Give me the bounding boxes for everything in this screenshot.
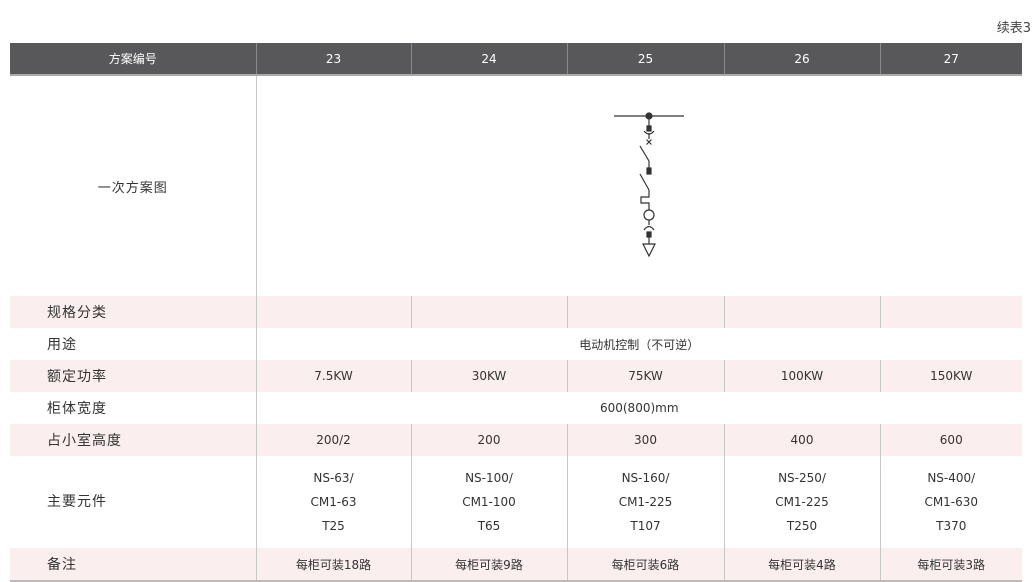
diagram-row: 一次方案图 xyxy=(10,75,1022,296)
header-row: 方案编号 23 24 25 26 27 xyxy=(10,43,1022,76)
row-label: 主要元件 xyxy=(47,494,107,510)
cell xyxy=(255,296,411,328)
single-line-diagram xyxy=(613,112,684,258)
cell: 400 xyxy=(723,424,880,456)
cell: 75KW xyxy=(566,360,724,392)
power-row: 额定功率 7.5KW 30KW 75KW 100KW 150KW xyxy=(10,360,1022,392)
cell: 每柜可装4路 xyxy=(723,548,880,582)
plug-contact-icon xyxy=(645,231,652,238)
plug-socket-icon xyxy=(643,225,654,231)
cell xyxy=(879,296,1022,328)
scheme-table: 方案编号 23 24 25 26 27 一次方案图 xyxy=(10,43,1022,582)
cell xyxy=(723,296,880,328)
row-label: 规格分类 xyxy=(10,296,256,328)
component-line: CM1-225 xyxy=(775,495,829,509)
cell: 每柜可装18路 xyxy=(255,548,411,582)
component-line: NS-400/ xyxy=(927,471,976,485)
cell: NS-63/CM1-63 T25 xyxy=(255,456,411,548)
breaker-x-icon xyxy=(645,139,652,145)
cell: 每柜可装6路 xyxy=(566,548,724,582)
remarks-row: 备注 每柜可装18路 每柜可装9路 每柜可装6路 每柜可装4路 每柜可装3路 xyxy=(10,548,1022,582)
breaker-blade xyxy=(638,145,650,162)
component-line: CM1-630 xyxy=(924,495,979,509)
spec-row: 规格分类 xyxy=(10,296,1022,328)
cell: NS-160/CM1-225 T107 xyxy=(566,456,724,548)
cell: 600 xyxy=(879,424,1022,456)
cell: 200/2 xyxy=(255,424,411,456)
row-label: 备注 xyxy=(10,548,256,582)
scheme-number: 27 xyxy=(879,43,1022,76)
component-line: T250 xyxy=(786,519,818,533)
scheme-number: 26 xyxy=(723,43,880,76)
scheme-number: 25 xyxy=(566,43,724,76)
component-line: NS-160/ xyxy=(621,471,670,485)
thermal-relay-icon xyxy=(639,190,650,210)
row-label: 额定功率 xyxy=(10,360,256,392)
cell: 每柜可装3路 xyxy=(879,548,1022,582)
cell: 每柜可装9路 xyxy=(410,548,567,582)
cell: 300 xyxy=(566,424,724,456)
cell: 100KW xyxy=(723,360,880,392)
current-transformer-icon xyxy=(642,209,655,221)
cell: NS-400/CM1-630 T370 xyxy=(879,456,1022,548)
cell: NS-250/CM1-225 T250 xyxy=(723,456,880,548)
cell: NS-100/CM1-100 T65 xyxy=(410,456,567,548)
scheme-number: 23 xyxy=(255,43,411,76)
cell: 电动机控制（不可逆） xyxy=(255,328,1022,360)
component-line: T25 xyxy=(322,519,345,533)
row-label: 一次方案图 xyxy=(97,180,168,196)
row-label: 柜体宽度 xyxy=(47,401,107,417)
component-line: T65 xyxy=(477,519,501,533)
cell: 150KW xyxy=(879,360,1022,392)
component-line: NS-250/ xyxy=(778,471,826,485)
component-line: CM1-100 xyxy=(462,495,516,509)
header-label: 方案编号 xyxy=(10,43,256,76)
row-label: 用途 xyxy=(47,337,77,353)
usage-row: 用途 电动机控制（不可逆） xyxy=(10,328,1022,360)
single-line-diagram-cell xyxy=(255,75,1022,296)
contact-block-icon xyxy=(645,167,652,175)
row-label: 占小室高度 xyxy=(10,424,256,456)
component-line: T370 xyxy=(936,519,967,533)
width-row: 柜体宽度 600(800)mm xyxy=(10,392,1022,424)
cell: 30KW xyxy=(410,360,567,392)
component-line: T107 xyxy=(630,519,661,533)
cell: 200 xyxy=(410,424,567,456)
components-row: 主要元件 NS-63/CM1-63 T25 NS-100/CM1-100 T65 N… xyxy=(10,456,1022,548)
component-line: CM1-225 xyxy=(618,495,673,509)
scheme-number: 24 xyxy=(410,43,567,76)
component-line: NS-63/ xyxy=(313,471,354,485)
cell xyxy=(566,296,724,328)
component-line: CM1-63 xyxy=(310,495,357,509)
height-row: 占小室高度 200/2 200 300 400 600 xyxy=(10,424,1022,456)
table-caption: 续表3 xyxy=(996,21,1031,36)
plug-contact-icon xyxy=(645,125,652,132)
cell: 7.5KW xyxy=(255,360,411,392)
contactor-blade xyxy=(638,173,650,191)
component-line: NS-100/ xyxy=(465,471,513,485)
cell: 600(800)mm xyxy=(255,392,1022,424)
cell xyxy=(410,296,567,328)
cable-outlet-triangle-icon xyxy=(641,243,656,258)
